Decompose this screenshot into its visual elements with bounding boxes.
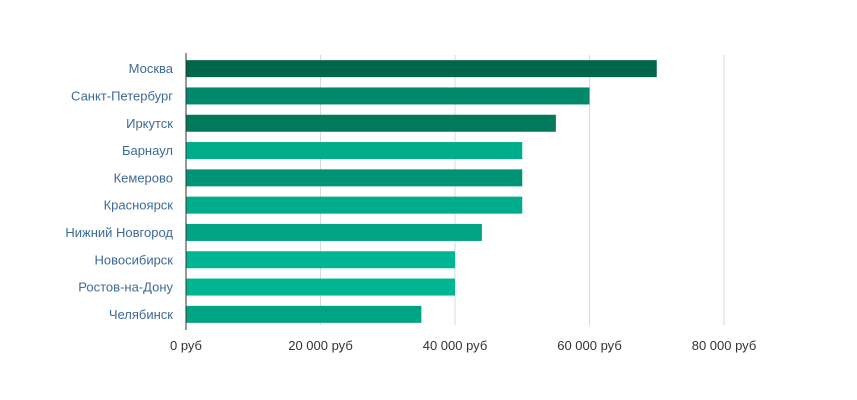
x-tick-labels: 0 руб 20 000 руб 40 000 руб 60 000 руб 80 00… <box>170 338 756 353</box>
x-tick-label: 60 000 руб <box>557 338 622 353</box>
category-label: Челябинск <box>109 307 173 322</box>
bar <box>186 223 482 241</box>
category-label: Санкт-Петербург <box>71 88 173 103</box>
category-labels: Москва Санкт-Петербург Иркутск Барнаул Кемер… <box>65 61 173 322</box>
category-label: Ростов-на-Дону <box>78 280 173 295</box>
bars <box>186 60 657 323</box>
x-tick-label: 0 руб <box>170 338 202 353</box>
category-label: Красноярск <box>104 198 174 213</box>
category-label: Новосибирск <box>95 252 174 267</box>
bar <box>186 114 556 132</box>
bar <box>186 142 523 160</box>
category-label: Кемерово <box>114 170 173 185</box>
bar <box>186 196 523 214</box>
bar <box>186 60 657 78</box>
category-label: Барнаул <box>122 143 173 158</box>
bar <box>186 278 455 296</box>
category-label: Нижний Новгород <box>65 225 173 240</box>
x-tick-label: 20 000 руб <box>288 338 353 353</box>
bar <box>186 87 590 105</box>
bar <box>186 169 523 187</box>
category-label: Москва <box>129 61 174 76</box>
bar <box>186 251 455 269</box>
bar <box>186 305 422 323</box>
category-label: Иркутск <box>126 116 173 131</box>
x-tick-label: 80 000 руб <box>692 338 757 353</box>
x-tick-label: 40 000 руб <box>423 338 488 353</box>
